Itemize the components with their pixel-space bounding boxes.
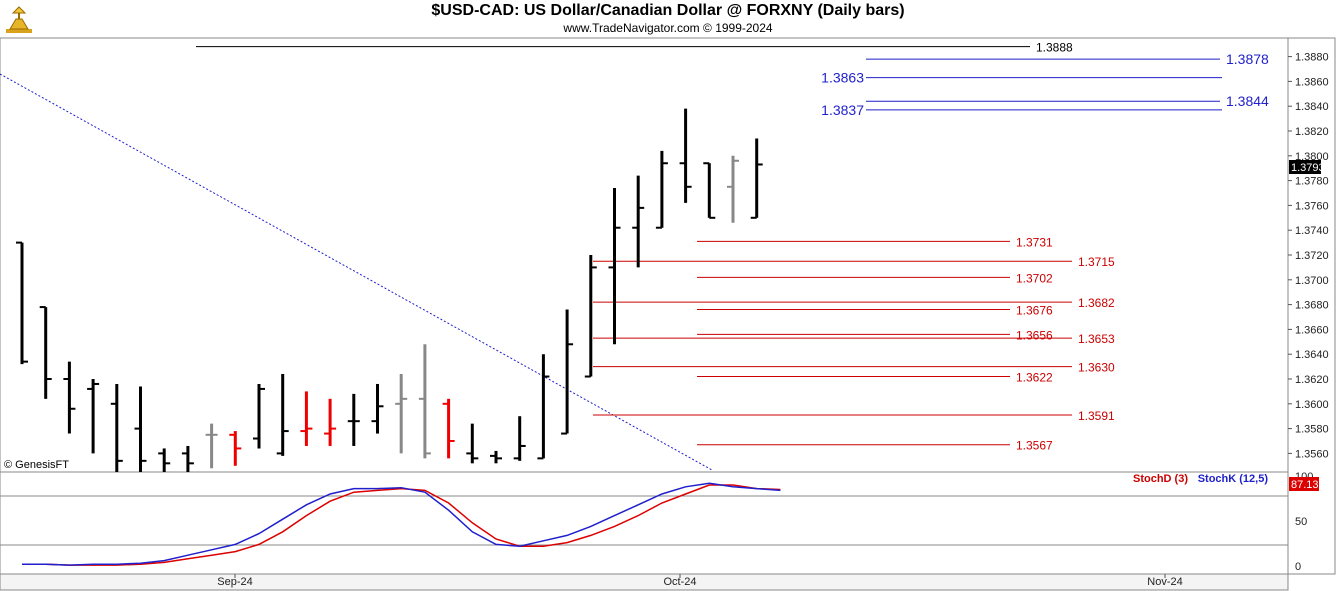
- ohlc-bar: [276, 374, 289, 456]
- ohlc-bar: [608, 188, 621, 345]
- time-axis: [0, 573, 1289, 591]
- stoch-value-badge: [1289, 477, 1319, 491]
- price-level-label: 1.3682: [1078, 296, 1115, 310]
- price-tick-label: 1.3800: [1295, 151, 1329, 163]
- ohlc-bar: [347, 393, 360, 446]
- legend-stochd: StochD (3): [1133, 473, 1188, 485]
- ohlc-bar: [727, 155, 739, 223]
- price-tick-label: 1.3560: [1295, 448, 1329, 460]
- price-level-label: 1.3591: [1078, 409, 1115, 423]
- ohlc-bars: [16, 108, 763, 472]
- ohlc-bar: [229, 431, 242, 466]
- chart-header: $USD-CAD: US Dollar/Canadian Dollar @ FO…: [0, 0, 1336, 38]
- ohlc-bar: [16, 241, 28, 365]
- stochastic-lines: [22, 482, 781, 566]
- ohlc-bar: [513, 416, 526, 461]
- ohlc-bar: [134, 386, 147, 472]
- indicator-panel: [0, 471, 1289, 575]
- price-tick-label: 1.3840: [1295, 101, 1329, 113]
- ohlc-bar: [205, 423, 218, 469]
- price-tick-label: 1.3620: [1295, 374, 1329, 386]
- ohlc-bar: [63, 361, 76, 434]
- price-level-label: 1.3888: [1036, 41, 1073, 55]
- ohlc-bar: [324, 398, 337, 446]
- price-level-label: 1.3630: [1078, 361, 1115, 375]
- chart-title: $USD-CAD: US Dollar/Canadian Dollar @ FO…: [431, 2, 905, 19]
- ohlc-bar: [158, 448, 171, 472]
- price-tick-label: 1.3820: [1295, 126, 1329, 138]
- date-tick-labels: Sep-24 Oct-24 Nov-24: [217, 574, 1183, 588]
- price-level-label: 1.3715: [1078, 255, 1115, 269]
- ohlc-bar: [537, 354, 550, 460]
- price-level-label: 1.3844: [1226, 93, 1269, 109]
- ohlc-bar: [655, 150, 668, 229]
- price-tick-label: 1.3660: [1295, 324, 1329, 336]
- date-tick-label: Nov-24: [1147, 576, 1182, 588]
- stoch-series-line: [22, 484, 781, 566]
- ohlc-bar: [750, 138, 763, 219]
- ohlc-bar: [300, 391, 313, 446]
- price-tick-label: 1.3760: [1295, 200, 1329, 212]
- ohlc-bar: [490, 450, 502, 464]
- stoch-series-line: [22, 482, 781, 566]
- price-tick-label: 1.3600: [1295, 399, 1329, 411]
- price-tick-label: 1.3580: [1295, 424, 1329, 436]
- price-level-label: 1.3837: [821, 102, 864, 118]
- watermark: © GenesisFT: [4, 459, 69, 471]
- ohlc-bar: [703, 162, 716, 219]
- last-price-label: 1.3793: [1291, 162, 1325, 174]
- price-tick-labels: 1.3560 1.3580 1.3600 1.3620 1.3640 1.3660 1.36…: [1288, 52, 1329, 460]
- ohlc-bar: [181, 445, 194, 472]
- price-level-label: 1.3567: [1016, 439, 1053, 453]
- ohlc-bar: [584, 255, 597, 378]
- stoch-tick-label: 50: [1295, 516, 1307, 528]
- ohlc-bar: [561, 309, 574, 435]
- price-level-label: 1.3653: [1078, 332, 1115, 346]
- logo-icon: [4, 3, 34, 35]
- price-tick-label: 1.3640: [1295, 349, 1329, 361]
- price-tick-label: 1.3720: [1295, 250, 1329, 262]
- ohlc-bar: [395, 374, 408, 454]
- date-tick-label: Oct-24: [663, 576, 696, 588]
- legend-stochk: StochK (12,5): [1198, 473, 1269, 485]
- price-levels: 1.3888 1.3878 1.3863 1.3844 1.3837 1.3731 1.37…: [196, 41, 1269, 453]
- ohlc-bar: [39, 306, 52, 399]
- chart-subtitle: www.TradeNavigator.com © 1999-2024: [563, 21, 773, 35]
- price-level-label: 1.3878: [1226, 51, 1269, 67]
- ohlc-bar: [253, 383, 265, 449]
- price-level-label: 1.3656: [1016, 328, 1053, 342]
- price-level-label: 1.3622: [1016, 371, 1053, 385]
- stoch-value-label: 87.13: [1291, 479, 1319, 491]
- stoch-tick-label: 0: [1295, 561, 1301, 573]
- ohlc-bar: [632, 175, 645, 268]
- price-tick-label: 1.3680: [1295, 300, 1329, 312]
- ohlc-bar: [442, 398, 455, 459]
- ohlc-bar: [466, 423, 479, 464]
- ohlc-bar: [418, 344, 431, 459]
- price-tick-label: 1.3700: [1295, 275, 1329, 287]
- last-price-badge: [1289, 160, 1321, 174]
- date-tick-label: Sep-24: [217, 576, 252, 588]
- ohlc-bar: [371, 383, 384, 434]
- price-level-label: 1.3731: [1016, 235, 1053, 249]
- price-level-label: 1.3702: [1016, 271, 1053, 285]
- ohlc-bar: [679, 108, 692, 203]
- price-level-label: 1.3863: [821, 70, 864, 86]
- price-tick-label: 1.3880: [1295, 52, 1329, 64]
- ohlc-bar: [87, 379, 100, 454]
- price-tick-label: 1.3780: [1295, 176, 1329, 188]
- price-tick-label: 1.3860: [1295, 76, 1329, 88]
- price-level-label: 1.3676: [1016, 304, 1053, 318]
- ohlc-bar: [110, 383, 123, 472]
- price-tick-label: 1.3740: [1295, 225, 1329, 237]
